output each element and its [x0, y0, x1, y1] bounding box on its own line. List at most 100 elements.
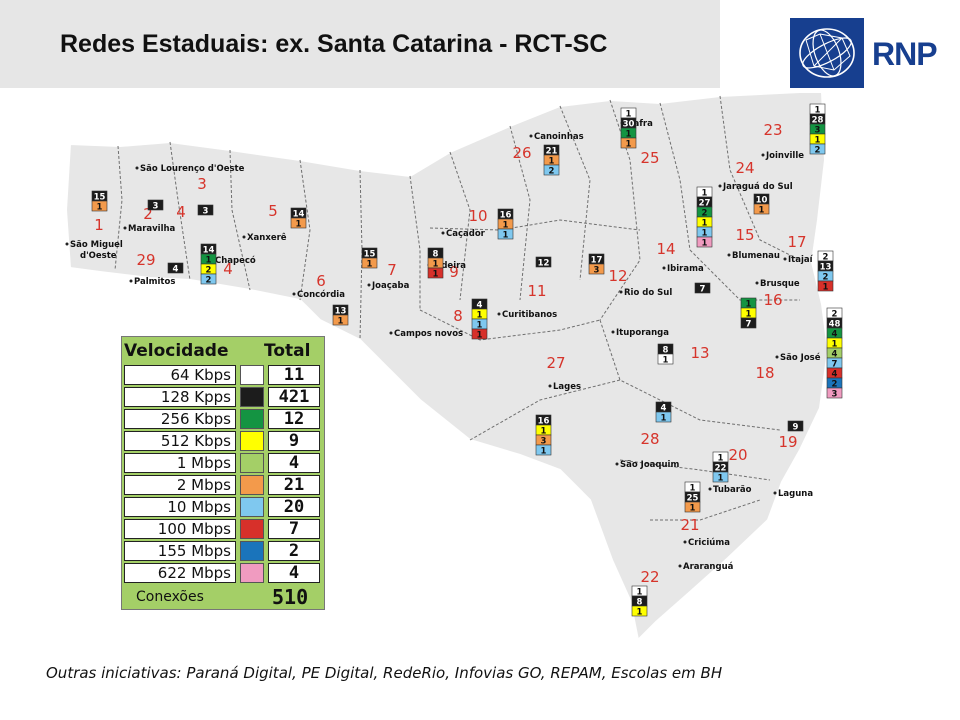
legend-color-swatch	[240, 365, 264, 385]
link-cell	[200, 273, 217, 285]
globe-network-icon	[799, 28, 855, 78]
link-cell	[817, 280, 834, 292]
link-count: 1	[433, 269, 439, 279]
region-number: 6	[316, 272, 326, 290]
legend-speed-label: 100 Mbps	[124, 519, 236, 539]
link-count: 1	[541, 446, 547, 456]
region-number: 5	[268, 202, 278, 220]
legend-color-swatch	[240, 519, 264, 539]
city-dot	[529, 134, 533, 138]
city-dot	[611, 330, 615, 334]
legend-row: 10 Mbps 20	[124, 497, 322, 517]
link-count: 16	[500, 210, 512, 220]
link-count: 1	[702, 238, 708, 248]
link-cell	[543, 164, 560, 176]
legend-speed-label: 256 Kbps	[124, 409, 236, 429]
legend-row: 622 Mbps 4	[124, 563, 322, 583]
region-number: 16	[763, 291, 782, 309]
link-cell	[696, 236, 713, 248]
region-number: 4	[223, 260, 233, 278]
link-stack: 151	[91, 190, 108, 212]
footer-note: Outras iniciativas: Paraná Digital, PE D…	[46, 664, 723, 682]
link-count: 8	[663, 345, 669, 355]
legend-total-value: 2	[268, 541, 320, 561]
link-count: 1	[663, 355, 669, 365]
link-count: 2	[702, 208, 708, 218]
link-count: 2	[823, 272, 829, 282]
region-number: 23	[763, 121, 782, 139]
city-dot	[773, 491, 777, 495]
legend-color-swatch	[240, 563, 264, 583]
city-dot	[135, 166, 139, 170]
link-count: 3	[153, 201, 159, 211]
region-number: 2	[143, 205, 153, 223]
link-count: 30	[623, 119, 635, 129]
legend-speed-label: 622 Mbps	[124, 563, 236, 583]
rnp-logo-emblem	[790, 18, 864, 88]
link-cell	[427, 267, 444, 279]
city-label: Itajaí	[788, 255, 814, 265]
city-label: Blumenau	[732, 251, 780, 261]
legend-speed-label: 1 Mbps	[124, 453, 236, 473]
link-stack: 3	[147, 199, 164, 211]
city-label: Campos novos	[394, 329, 463, 339]
region-number: 15	[735, 226, 754, 244]
legend-total-value: 421	[268, 387, 320, 407]
city-dot	[662, 266, 666, 270]
link-count: 2	[832, 309, 838, 319]
city-dot	[129, 279, 133, 283]
region-numbers: 1234456789101112131415161718192021222324…	[94, 121, 806, 586]
city-label: Videira	[432, 261, 466, 271]
region-number: 14	[656, 240, 675, 258]
legend-speed-label: 64 Kbps	[124, 365, 236, 385]
link-cell	[91, 200, 108, 212]
legend-color-swatch	[240, 453, 264, 473]
link-cell	[497, 228, 514, 240]
legend-row: 512 Kbps 9	[124, 431, 322, 451]
city-names: São Lourenço d'Oeste Maravilha São Migueld…	[70, 119, 821, 572]
region-number: 4	[176, 203, 186, 221]
link-count: 3	[203, 206, 209, 216]
city-label: d'Oeste	[80, 251, 117, 261]
link-count: 1	[477, 320, 483, 330]
link-stack: 9	[787, 420, 804, 432]
link-count: 48	[829, 319, 841, 329]
city-label: Laguna	[778, 489, 813, 499]
region-number: 10	[468, 207, 487, 225]
link-cell	[826, 387, 843, 399]
city-dot	[619, 290, 623, 294]
city-dot	[242, 235, 246, 239]
region-number: 18	[755, 364, 774, 382]
city-dot	[678, 564, 682, 568]
link-count: 25	[687, 493, 699, 503]
link-cell	[332, 314, 349, 326]
link-cell	[787, 420, 804, 432]
link-count: 17	[591, 255, 603, 265]
link-count: 1	[626, 109, 632, 119]
city-dot	[755, 281, 759, 285]
link-count: 7	[832, 359, 838, 369]
city-dot	[123, 226, 127, 230]
city-dot	[292, 292, 296, 296]
link-count: 1	[702, 228, 708, 238]
link-stack: 81	[657, 343, 674, 365]
city-dot	[497, 312, 501, 316]
link-count: 16	[538, 416, 550, 426]
link-count: 1	[541, 426, 547, 436]
speed-legend: Velocidade Total 64 Kbps 11 128 Kpps 421 256…	[121, 336, 325, 610]
link-cell	[631, 605, 648, 617]
city-dot	[783, 257, 787, 261]
legend-color-swatch	[240, 431, 264, 451]
link-count: 3	[541, 436, 547, 446]
region-number: 3	[197, 175, 207, 193]
link-count: 1	[823, 282, 829, 292]
city-label: Ituporanga	[616, 328, 669, 338]
city-label: Lages	[553, 382, 581, 392]
city-label: Rio do Sul	[624, 288, 672, 298]
